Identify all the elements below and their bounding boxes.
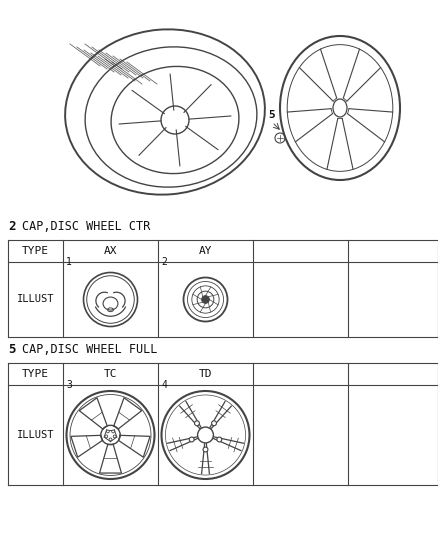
Circle shape — [112, 430, 114, 433]
Text: ILLUST: ILLUST — [17, 295, 54, 304]
Text: TYPE: TYPE — [22, 246, 49, 256]
Circle shape — [105, 435, 108, 438]
Text: 3: 3 — [66, 380, 72, 390]
Text: 1: 1 — [66, 257, 72, 267]
Circle shape — [189, 437, 194, 442]
Circle shape — [203, 447, 208, 452]
Text: TD: TD — [199, 369, 212, 379]
Circle shape — [201, 295, 209, 303]
Circle shape — [106, 430, 110, 433]
Text: 4: 4 — [161, 380, 167, 390]
Text: ILLUST: ILLUST — [17, 430, 54, 440]
Circle shape — [194, 421, 199, 426]
Text: CAP,DISC WHEEL FULL: CAP,DISC WHEEL FULL — [22, 343, 157, 356]
Text: CAP,DISC WHEEL CTR: CAP,DISC WHEEL CTR — [22, 220, 150, 233]
Text: 5: 5 — [8, 343, 15, 356]
Text: AY: AY — [199, 246, 212, 256]
Text: AX: AX — [104, 246, 117, 256]
Circle shape — [212, 421, 216, 426]
Text: 5: 5 — [268, 110, 275, 120]
Text: TYPE: TYPE — [22, 369, 49, 379]
Circle shape — [113, 435, 116, 438]
Circle shape — [109, 438, 112, 441]
Text: TC: TC — [104, 369, 117, 379]
Circle shape — [217, 437, 222, 442]
Text: 2: 2 — [8, 220, 15, 233]
Text: 2: 2 — [161, 257, 167, 267]
